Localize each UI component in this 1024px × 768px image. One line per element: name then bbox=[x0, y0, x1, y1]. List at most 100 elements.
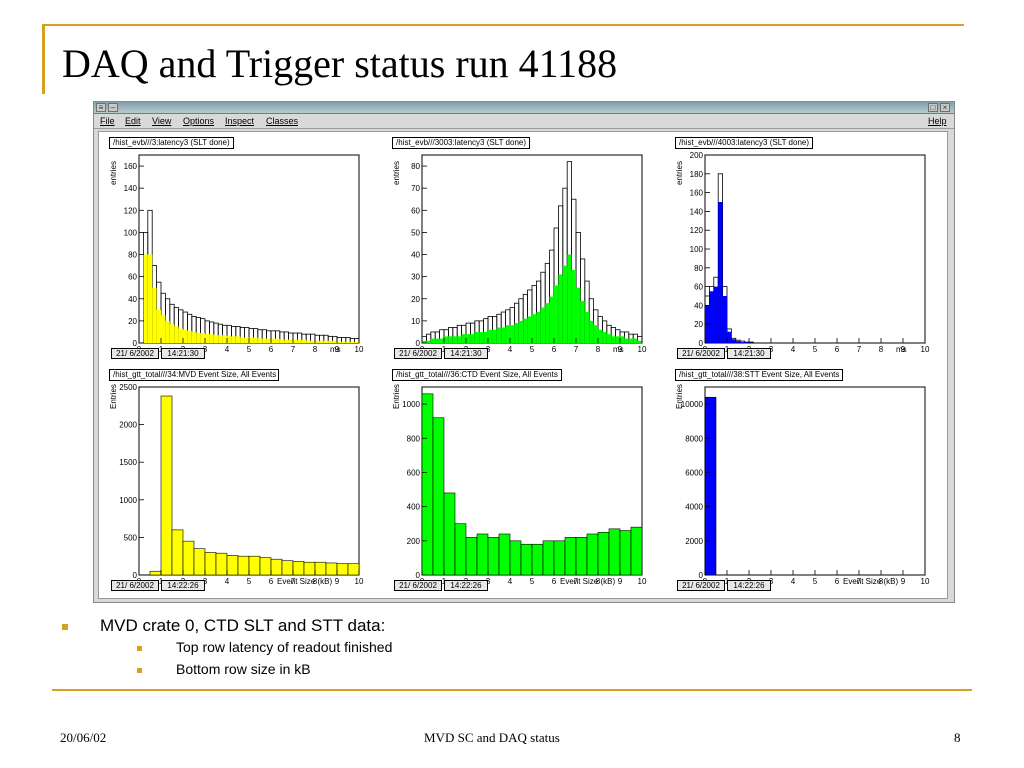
x-tick-label: 10 bbox=[355, 577, 364, 586]
time-stamp: 14:21:30 bbox=[444, 348, 488, 359]
x-axis-label: Event Size (kB) bbox=[843, 577, 899, 586]
histogram-bin bbox=[575, 537, 588, 576]
menu-edit[interactable]: Edit bbox=[125, 116, 141, 126]
y-tick-label: 600 bbox=[407, 468, 421, 477]
menu-file[interactable]: File bbox=[100, 116, 115, 126]
x-axis-label: ms bbox=[896, 345, 907, 354]
histogram-plot: 01234567891001020304050607080 bbox=[411, 154, 647, 354]
histogram-bin-fill bbox=[536, 312, 541, 343]
x-tick-label: 6 bbox=[269, 577, 274, 586]
window-minimize-button[interactable]: – bbox=[108, 103, 118, 112]
histogram-bin-fill bbox=[422, 340, 427, 343]
histogram-bin-fill bbox=[474, 331, 480, 343]
histogram-bin bbox=[336, 563, 349, 576]
x-tick-label: 7 bbox=[857, 345, 862, 354]
y-tick-label: 40 bbox=[128, 295, 137, 304]
y-tick-label: 2000 bbox=[119, 421, 137, 430]
x-tick-label: 7 bbox=[291, 345, 296, 354]
histogram-bin-fill bbox=[479, 331, 484, 343]
histogram-bin-fill bbox=[620, 336, 625, 343]
histogram-bin bbox=[498, 533, 511, 576]
y-tick-label: 30 bbox=[411, 273, 420, 282]
histogram-bin-fill bbox=[227, 336, 232, 343]
histogram-bin bbox=[421, 393, 434, 576]
histogram-title: /hist_evb///3003:latency3 (SLT done) bbox=[392, 137, 531, 149]
histogram-pad-stt-latency[interactable]: 012345678910020406080100120140160180200 … bbox=[675, 137, 940, 362]
histogram-bin-fill bbox=[169, 324, 175, 343]
x-tick-label: 8 bbox=[879, 577, 884, 586]
histogram-bin-fill bbox=[598, 329, 603, 343]
histogram-bin-fill bbox=[147, 254, 153, 343]
histogram-bin-fill bbox=[580, 300, 585, 343]
histogram-bin-fill bbox=[457, 336, 462, 343]
time-stamp: 14:22:26 bbox=[161, 580, 205, 591]
histogram-bin-fill bbox=[354, 341, 359, 343]
x-tick-label: 5 bbox=[247, 577, 252, 586]
menu-view[interactable]: View bbox=[152, 116, 172, 126]
histogram-bin-fill bbox=[257, 338, 263, 343]
menu-classes[interactable]: Classes bbox=[266, 116, 299, 126]
histogram-bin bbox=[630, 526, 643, 576]
y-tick-label: 2500 bbox=[119, 383, 137, 392]
root-canvas[interactable]: 012345678910020406080100120140160 /hist_… bbox=[98, 131, 948, 599]
window-close-button[interactable]: × bbox=[940, 103, 950, 112]
histogram-pad-stt-size[interactable]: 0123456789100200040006000800010000 /hist… bbox=[675, 369, 940, 594]
histogram-bin bbox=[314, 561, 327, 576]
histogram-pad-ctd-size[interactable]: 01234567891002004006008001000 /hist_gtt_… bbox=[392, 369, 657, 594]
histogram-bin-fill bbox=[593, 325, 598, 343]
x-tick-label: 6 bbox=[835, 345, 840, 354]
x-tick-label: 4 bbox=[791, 577, 796, 586]
histogram-bin-fill bbox=[602, 331, 607, 343]
histogram-bin-fill bbox=[461, 334, 466, 343]
histogram-bin-fill bbox=[589, 320, 594, 343]
histogram-bin-fill bbox=[310, 340, 315, 343]
x-axis-label: Event Size (kB) bbox=[560, 577, 616, 586]
y-tick-label: 80 bbox=[694, 264, 703, 273]
histogram-bin bbox=[465, 537, 478, 576]
y-tick-label: 60 bbox=[411, 206, 420, 215]
histogram-bin-fill bbox=[152, 287, 157, 343]
bullet-square-icon bbox=[62, 624, 68, 630]
histogram-bin-fill bbox=[156, 309, 161, 343]
y-tick-label: 4000 bbox=[685, 503, 703, 512]
y-axis-label: Entries bbox=[675, 384, 684, 409]
histogram-bin-fill bbox=[624, 338, 629, 343]
y-tick-label: 140 bbox=[690, 207, 704, 216]
histogram-bin-fill bbox=[350, 341, 355, 343]
y-tick-label: 200 bbox=[690, 151, 704, 160]
window-restore-button[interactable]: □ bbox=[928, 103, 938, 112]
footer-divider bbox=[52, 689, 972, 691]
histogram-bin-fill bbox=[178, 328, 183, 343]
histogram-bin-fill bbox=[165, 320, 170, 343]
histogram-bin-fill bbox=[205, 334, 210, 343]
histogram-bin-fill bbox=[426, 340, 431, 343]
y-tick-label: 60 bbox=[128, 273, 137, 282]
histogram-bin-fill bbox=[615, 336, 620, 343]
window-menu-button[interactable]: ≡ bbox=[96, 103, 106, 112]
x-tick-label: 9 bbox=[901, 577, 906, 586]
histogram-bin-fill bbox=[523, 318, 528, 343]
x-tick-label: 8 bbox=[313, 577, 318, 586]
histogram-bin bbox=[597, 531, 610, 576]
menu-help[interactable]: Help bbox=[928, 116, 947, 126]
histogram-bin bbox=[303, 561, 316, 576]
histogram-bin-fill bbox=[554, 285, 559, 343]
histogram-bin-fill bbox=[571, 270, 576, 343]
histogram-bin bbox=[248, 555, 261, 576]
histogram-pad-mvd-latency[interactable]: 012345678910020406080100120140160 /hist_… bbox=[109, 137, 374, 362]
menu-inspect[interactable]: Inspect bbox=[225, 116, 255, 126]
y-tick-label: 800 bbox=[407, 434, 421, 443]
menu-options[interactable]: Options bbox=[183, 116, 215, 126]
histogram-bin-fill bbox=[187, 330, 192, 343]
histogram-pad-mvd-size[interactable]: 01234567891005001000150020002500 /hist_g… bbox=[109, 369, 374, 594]
histogram-bin-fill bbox=[567, 254, 572, 343]
histogram-pad-ctd-latency[interactable]: 01234567891001020304050607080 /hist_evb/… bbox=[392, 137, 657, 362]
histogram-bin-fill bbox=[319, 340, 324, 343]
x-tick-label: 7 bbox=[291, 577, 296, 586]
histogram-bin-fill bbox=[727, 331, 732, 343]
histogram-bin-fill bbox=[315, 340, 320, 343]
slide-title-accent-hline bbox=[42, 24, 964, 26]
x-tick-label: 10 bbox=[638, 345, 647, 354]
histogram-bin bbox=[432, 417, 445, 576]
x-axis-label: ms bbox=[613, 345, 624, 354]
